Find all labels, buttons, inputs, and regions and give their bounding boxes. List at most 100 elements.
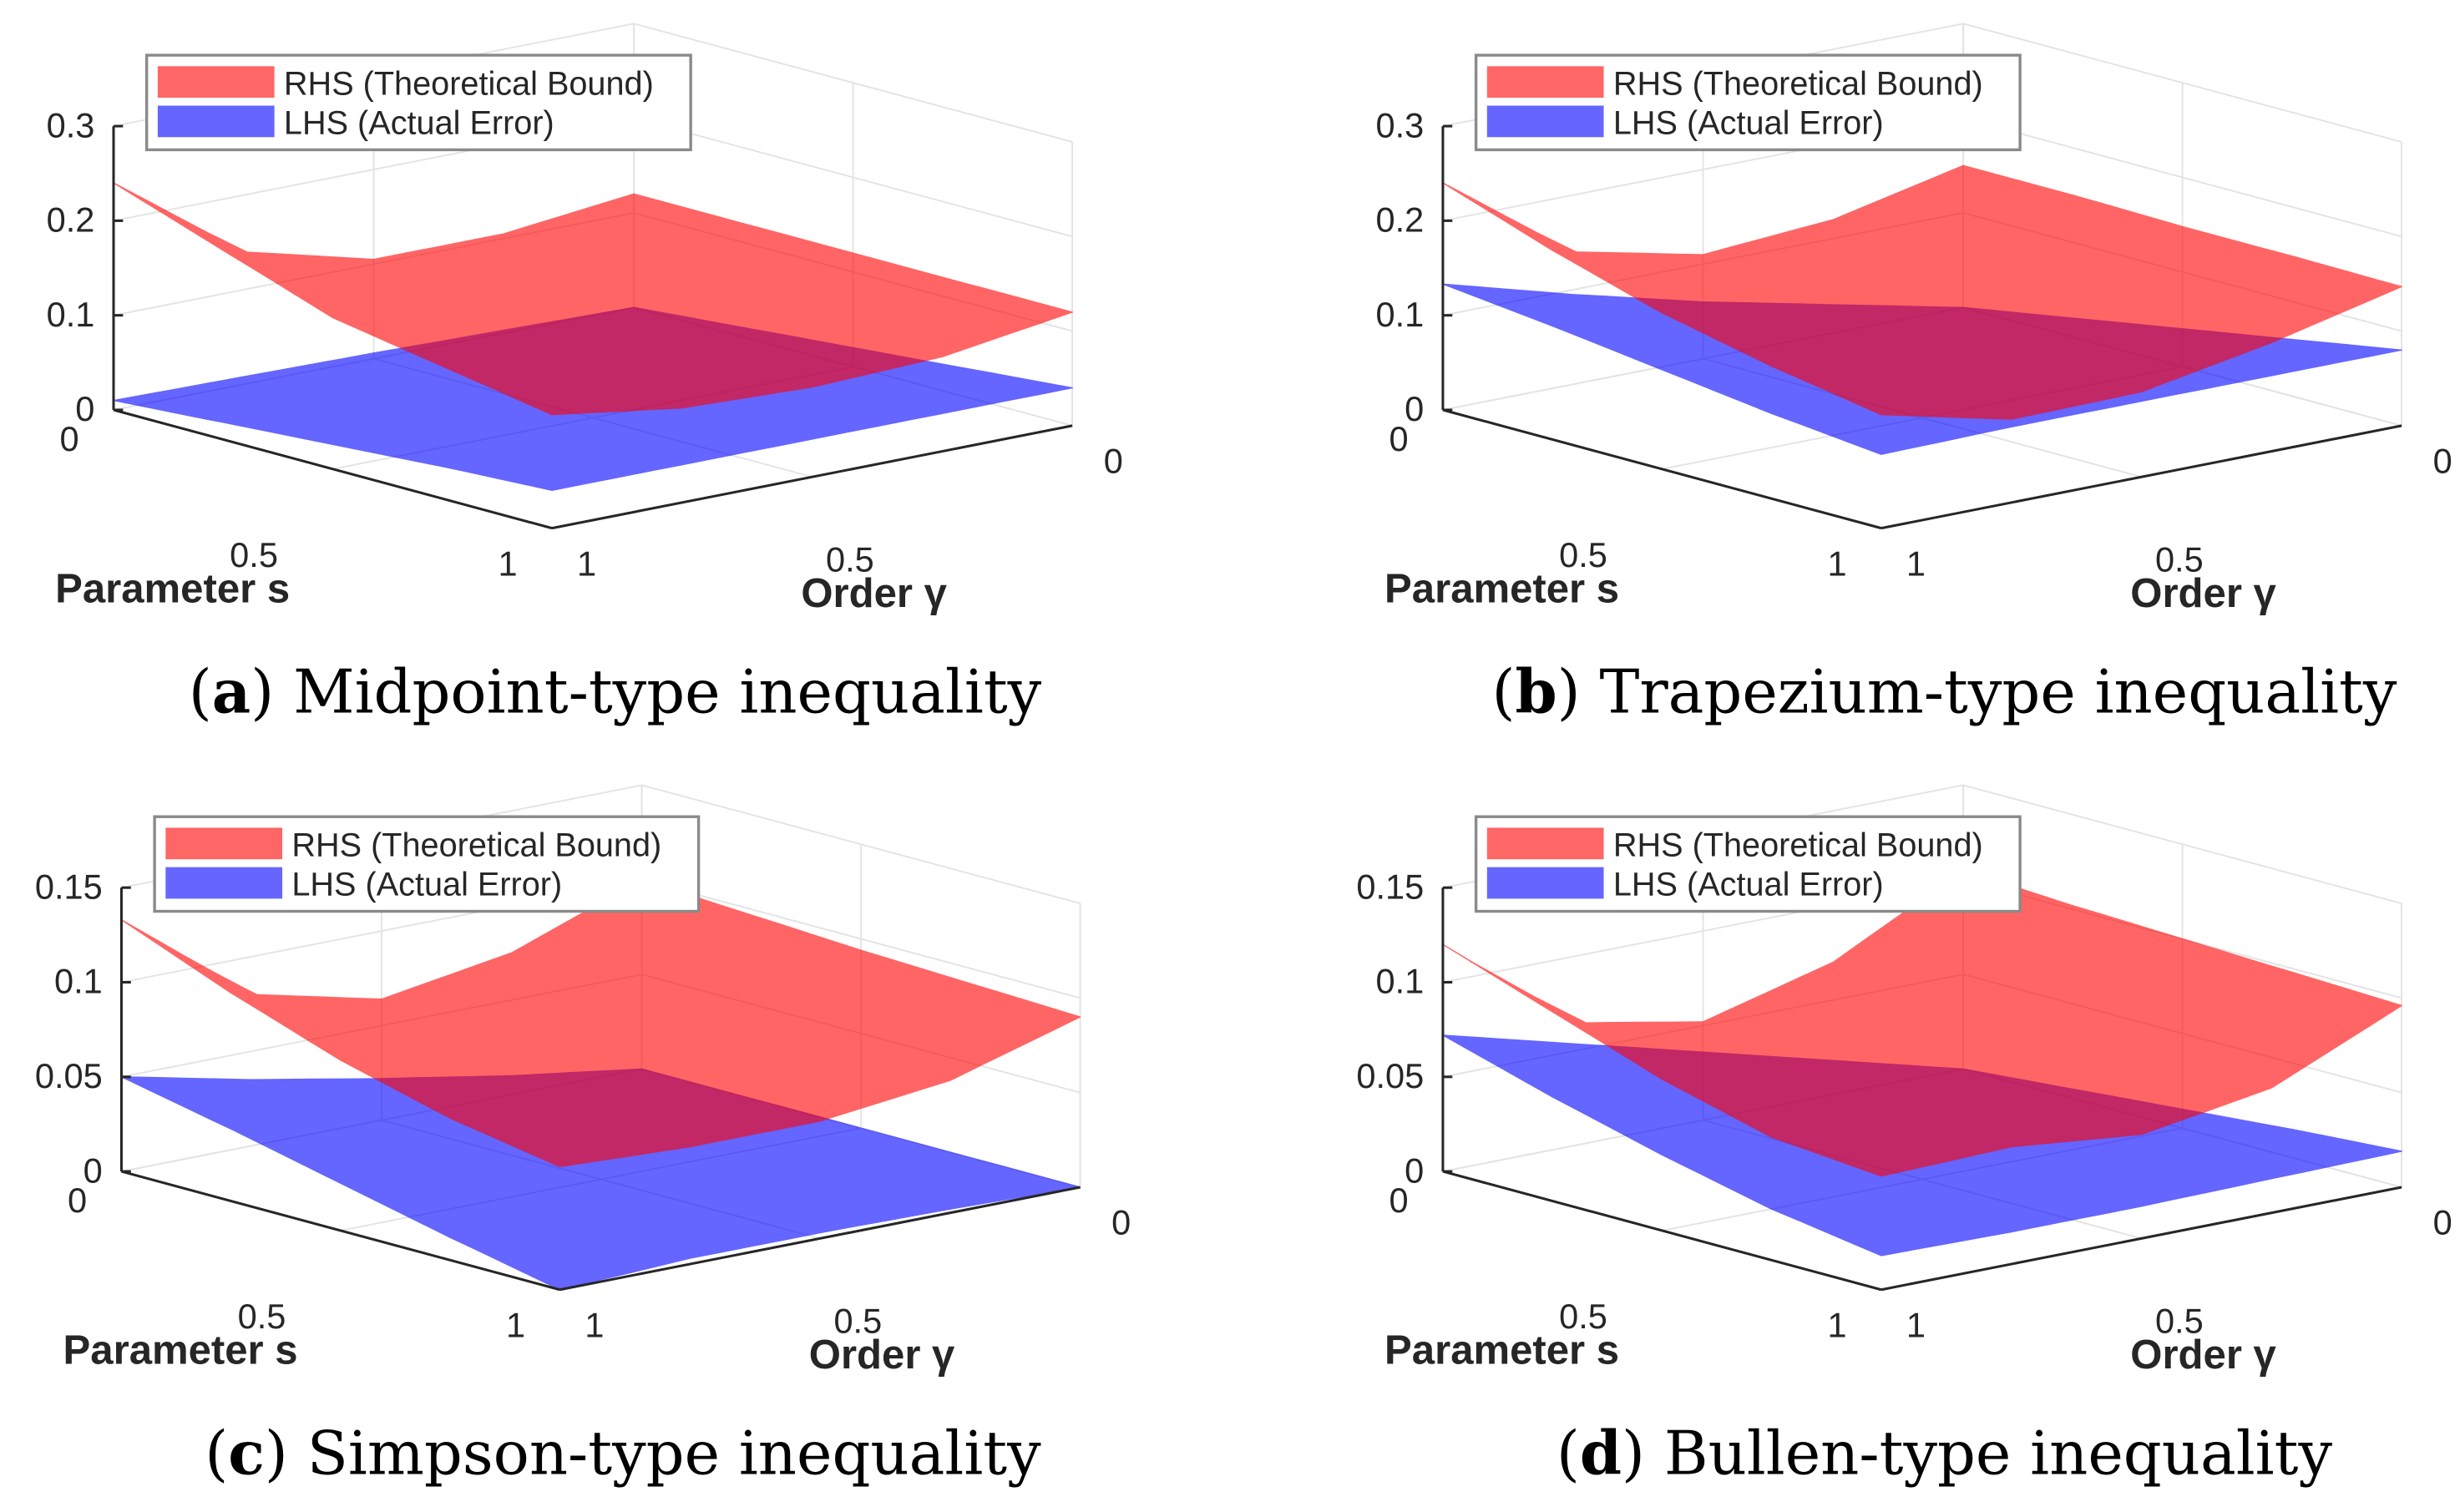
legend: RHS (Theoretical Bound)LHS (Actual Error…: [144, 53, 692, 152]
s-tick-label: 0.5: [1559, 535, 1607, 574]
s-tick-label: 1: [506, 1305, 525, 1344]
rhs-legend-label: RHS (Theoretical Bound): [284, 65, 654, 102]
rhs-surface: [120, 879, 1081, 1168]
rhs-legend-swatch: [1486, 827, 1604, 860]
gamma-tick-label: 1: [1906, 544, 1926, 583]
s-axis: [1442, 1170, 1882, 1292]
gamma-axis-label: Order γ: [801, 571, 947, 616]
z-tick-label: 0: [84, 1150, 103, 1190]
s-axis-label: Parameter s: [63, 1327, 298, 1373]
s-axis: [1442, 408, 1882, 530]
gamma-axis: [1880, 1186, 2402, 1292]
lhs-legend-label: LHS (Actual Error): [1613, 867, 1884, 903]
s-tick-label: 0: [1389, 419, 1409, 458]
caption-letter: c: [228, 1418, 265, 1489]
z-tick-label: 0.05: [35, 1056, 103, 1095]
subplot-caption: (b) Trapezium-type inequality: [1491, 657, 2397, 727]
gamma-tick-label: 0.5: [2155, 1302, 2204, 1341]
z-tick-label: 0.05: [1356, 1056, 1424, 1095]
legend: RHS (Theoretical Bound) LHS (Actual Error…: [1474, 815, 2022, 913]
z-tick-label: 0: [75, 389, 94, 428]
subplot-c: 0 0.05 0.1 0.15 0 0.5 1 0 0.5 1 Parameter s Order γ…: [35, 784, 1131, 1489]
caption-title: Bullen-type inequality: [1664, 1418, 2333, 1489]
rhs-surface: [1442, 869, 2402, 1177]
s-tick-label: 0.5: [230, 535, 278, 574]
caption-paren: (: [189, 657, 212, 727]
caption-paren: ): [1557, 657, 1600, 727]
z-tick-label: 0.15: [1356, 867, 1424, 906]
s-tick-label: 0: [68, 1181, 87, 1220]
z-tick-label: 0.1: [1376, 295, 1425, 334]
rhs-legend-swatch: [165, 827, 283, 860]
gamma-axis: [559, 1186, 1081, 1292]
subplot-caption: (c) Simpson-type inequality: [205, 1418, 1041, 1489]
gamma-tick-label: 0.5: [833, 1302, 882, 1341]
surface-patch: [1496, 215, 1559, 248]
lhs-legend-swatch: [1486, 105, 1604, 138]
surface-patch: [1853, 437, 1915, 455]
rhs-legend-swatch: [157, 66, 275, 99]
s-tick-label: 1: [1827, 544, 1846, 583]
surface-patch: [203, 973, 265, 1006]
caption-paren: ): [265, 1418, 307, 1489]
subplot-d: 0 0.05 0.1 0.15 0 0.5 1 0 0.5 1 Parameter s Order γ…: [1356, 784, 2452, 1489]
rhs-legend-label: RHS (Theoretical Bound): [1613, 65, 1983, 102]
surface-patch: [524, 477, 585, 491]
legend: RHS (Theoretical Bound)LHS (Actual Error…: [153, 815, 701, 913]
gamma-tick-label: 0.5: [826, 540, 874, 579]
z-tick-label: 0: [1405, 389, 1424, 428]
z-tick-label: 0: [1405, 1150, 1424, 1190]
rhs-surface: [1442, 164, 2402, 420]
surface-patch: [1524, 233, 1586, 264]
lhs-surface: [120, 1068, 1081, 1291]
caption-paren: (: [1556, 1418, 1580, 1489]
subplot-a: 0 0.1 0.2 0.3 0 0.5 1 0 0.5 1 Parameter s Order γ RH…: [47, 23, 1123, 727]
gamma-axis: [1880, 424, 2402, 530]
legend: RHS (Theoretical Bound)LHS (Actual Error…: [1474, 53, 2022, 152]
caption-title: Midpoint-type inequality: [293, 657, 1042, 727]
z-tick-label: 0.2: [1376, 200, 1425, 240]
lhs-legend-label: LHS (Actual Error): [284, 105, 554, 142]
s-axis-label: Parameter s: [1384, 1327, 1619, 1373]
caption-letter: a: [212, 657, 251, 727]
rhs-legend-swatch: [1486, 66, 1604, 99]
gamma-axis: [551, 424, 1073, 530]
rhs-legend-label: RHS (Theoretical Bound): [1613, 827, 1983, 863]
s-axis-label: Parameter s: [1384, 566, 1619, 611]
caption-paren: (: [1491, 657, 1515, 727]
rhs-surface: [113, 182, 1073, 416]
surface-patch: [1853, 1237, 1915, 1257]
s-tick-label: 0: [1389, 1181, 1409, 1220]
z-tick-label: 0.3: [1376, 105, 1425, 144]
surface-patch: [531, 1150, 593, 1168]
surface-patch: [1524, 994, 1586, 1026]
s-axis: [121, 1170, 560, 1292]
surface-patch: [1853, 1160, 1915, 1177]
surface-patch: [1496, 977, 1559, 1011]
subplot-b: 0 0.1 0.2 0.3 0 0.5 1 0 0.5 1 Parameter s Order γ RH…: [1376, 23, 2452, 727]
caption-paren: (: [205, 1418, 228, 1489]
gamma-tick-label: 0: [2433, 1203, 2452, 1242]
s-axis: [113, 408, 553, 530]
s-tick-label: 0.5: [1559, 1297, 1607, 1336]
surface-patch: [524, 401, 585, 416]
s-axis-label: Parameter s: [55, 566, 290, 611]
z-tick-label: 0.1: [54, 962, 103, 1001]
gamma-axis-label: Order γ: [2130, 571, 2276, 616]
caption-paren: ): [251, 657, 293, 727]
surface-patch: [1853, 402, 1915, 417]
lhs-legend-swatch: [165, 867, 283, 899]
caption-letter: d: [1580, 1418, 1622, 1489]
lhs-legend-label: LHS (Actual Error): [1613, 105, 1884, 142]
gamma-axis-label: Order γ: [809, 1332, 955, 1378]
gamma-tick-label: 1: [1906, 1305, 1926, 1344]
surface-patch: [168, 215, 230, 248]
gamma-tick-label: 1: [585, 1305, 604, 1344]
subplot-caption: (d) Bullen-type inequality: [1556, 1418, 2333, 1489]
surface-patch: [195, 233, 256, 264]
z-tick-label: 0.15: [35, 867, 103, 906]
s-tick-label: 0: [60, 419, 79, 458]
lhs-legend-swatch: [157, 105, 275, 138]
z-tick-label: 0.1: [47, 295, 95, 334]
